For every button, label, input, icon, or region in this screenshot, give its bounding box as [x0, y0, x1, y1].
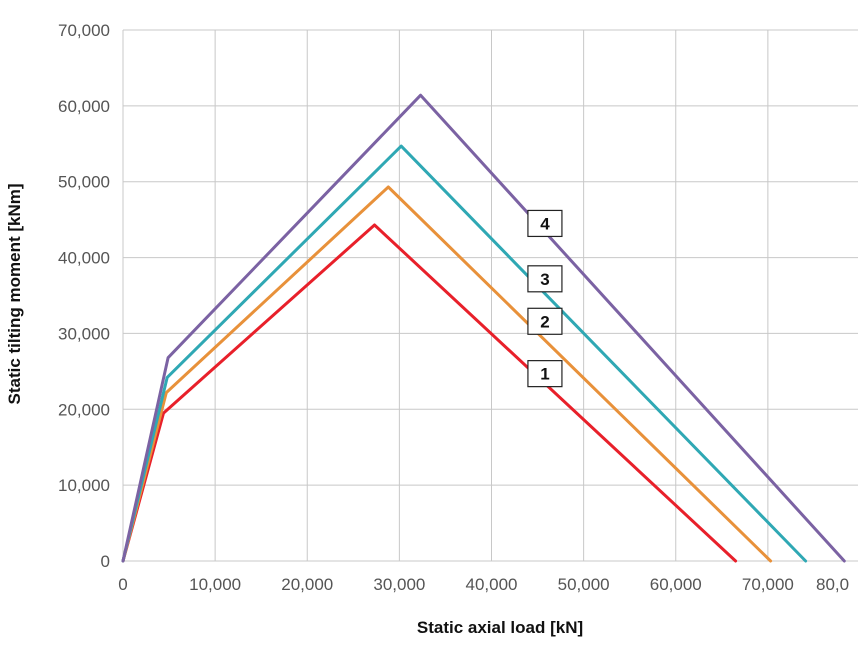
series-lines [121, 93, 846, 563]
x-tick-label: 0 [118, 575, 127, 594]
x-tick-label: 60,000 [650, 575, 702, 594]
series-badge-box [527, 360, 563, 388]
series-badge-label: 4 [540, 214, 550, 233]
y-tick-label: 0 [101, 552, 110, 571]
series-badge-box [527, 209, 563, 238]
y-tick-label: 10,000 [58, 476, 110, 495]
x-tick-label: 20,000 [281, 575, 333, 594]
y-tick-label: 70,000 [58, 21, 110, 40]
series-badge-label: 2 [540, 312, 549, 331]
y-tick-label: 60,000 [58, 97, 110, 116]
series-line-4 [121, 93, 846, 563]
x-tick-label: 70,000 [742, 575, 794, 594]
x-tick-label: 80,0 [816, 575, 849, 594]
y-tick-label: 50,000 [58, 173, 110, 192]
series-line-3 [121, 144, 808, 563]
x-tick-label: 50,000 [558, 575, 610, 594]
series-labels: 1 2 3 4 [527, 209, 563, 388]
series-badge-box [527, 307, 563, 335]
series-badge-box [527, 265, 563, 293]
y-tick-label: 30,000 [58, 324, 110, 343]
series-badge-label: 1 [540, 365, 549, 384]
y-tick-label: 40,000 [58, 249, 110, 268]
grid [122, 29, 858, 562]
x-tick-label: 40,000 [466, 575, 518, 594]
series-badge-label: 3 [540, 270, 549, 289]
x-tick-label: 30,000 [373, 575, 425, 594]
x-axis-title: Static axial load [kN] [417, 618, 583, 637]
y-axis-title: Static tilting moment [kNm] [5, 183, 24, 404]
y-tick-label: 20,000 [58, 400, 110, 419]
tick-labels: 0 10,000 20,000 30,000 40,000 50,000 60,000 70,… [58, 21, 849, 594]
x-tick-label: 10,000 [189, 575, 241, 594]
